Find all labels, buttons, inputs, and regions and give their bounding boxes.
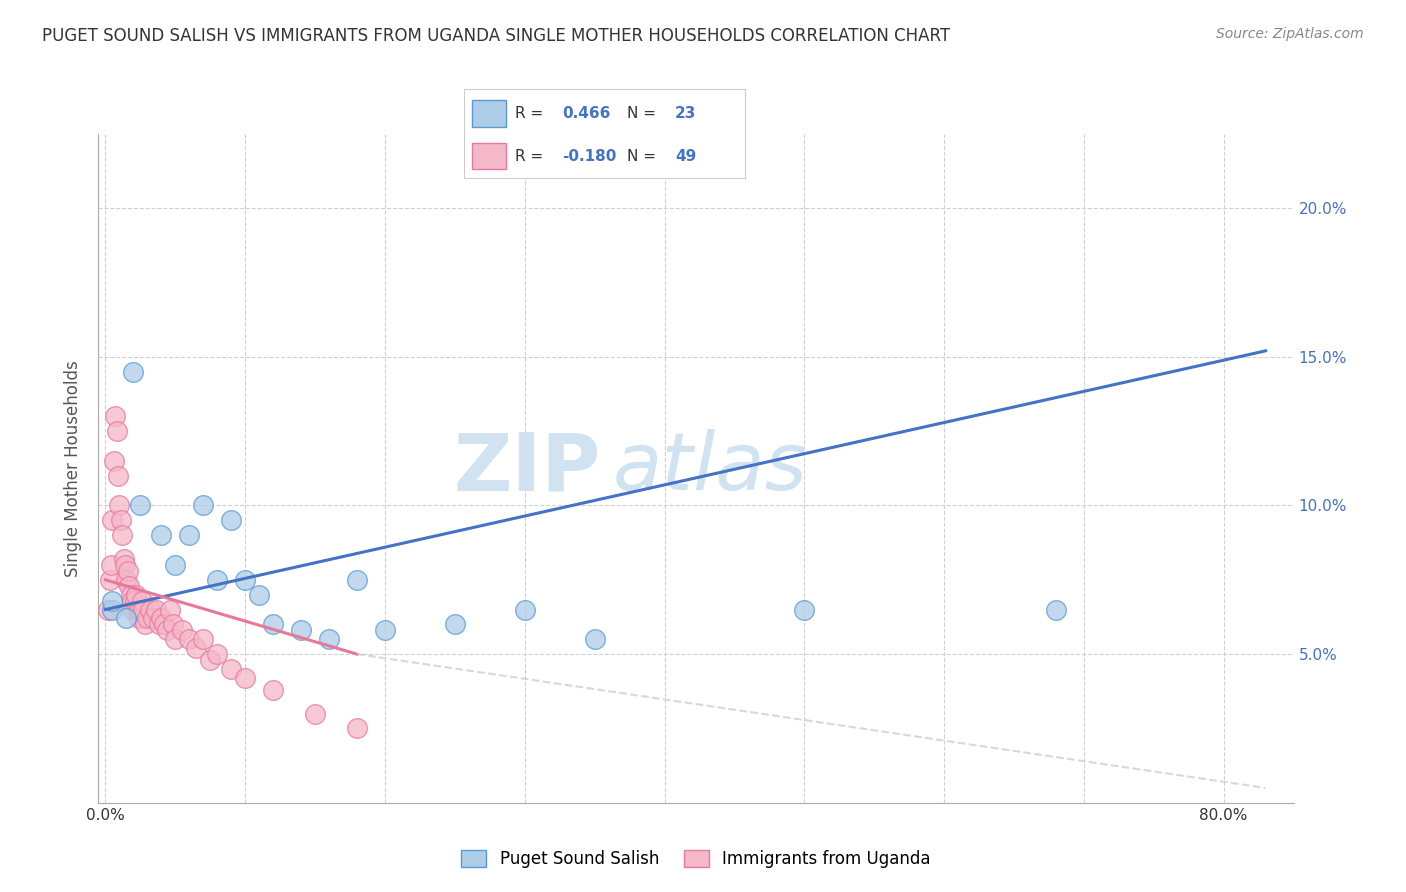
- Text: Source: ZipAtlas.com: Source: ZipAtlas.com: [1216, 27, 1364, 41]
- Point: [103, 454, 125, 468]
- Text: R =: R =: [515, 106, 548, 120]
- Point: [128, 611, 150, 625]
- Point: [156, 624, 179, 638]
- Point: [193, 632, 215, 647]
- Point: [150, 528, 173, 542]
- Text: ZIP: ZIP: [453, 429, 600, 508]
- Text: atlas: atlas: [613, 429, 807, 508]
- Point: [97, 602, 120, 616]
- Point: [132, 602, 155, 616]
- Text: R =: R =: [515, 149, 548, 163]
- Point: [125, 588, 148, 602]
- Point: [374, 624, 396, 638]
- Point: [444, 617, 467, 632]
- Point: [262, 682, 284, 697]
- Point: [145, 602, 167, 616]
- Point: [583, 632, 606, 647]
- Point: [172, 624, 194, 638]
- Point: [136, 611, 159, 625]
- Point: [129, 499, 152, 513]
- Text: PUGET SOUND SALISH VS IMMIGRANTS FROM UGANDA SINGLE MOTHER HOUSEHOLDS CORRELATIO: PUGET SOUND SALISH VS IMMIGRANTS FROM UG…: [42, 27, 950, 45]
- Point: [105, 424, 128, 438]
- Point: [108, 499, 131, 513]
- Point: [346, 573, 368, 587]
- Point: [186, 641, 208, 656]
- Point: [219, 662, 242, 676]
- Text: N =: N =: [627, 149, 661, 163]
- Point: [207, 647, 229, 661]
- Point: [219, 513, 242, 527]
- Point: [107, 468, 129, 483]
- Point: [112, 552, 135, 566]
- Point: [134, 617, 156, 632]
- Point: [142, 611, 165, 625]
- Point: [101, 593, 124, 607]
- Point: [1045, 602, 1067, 616]
- Point: [139, 602, 162, 616]
- Point: [207, 573, 229, 587]
- Text: N =: N =: [627, 106, 661, 120]
- FancyBboxPatch shape: [472, 100, 506, 127]
- Y-axis label: Single Mother Households: Single Mother Households: [65, 360, 83, 576]
- Point: [120, 588, 142, 602]
- Point: [121, 593, 143, 607]
- Text: -0.180: -0.180: [562, 149, 617, 163]
- Text: 49: 49: [675, 149, 696, 163]
- Point: [104, 409, 127, 424]
- Point: [117, 564, 139, 578]
- Point: [148, 617, 170, 632]
- Point: [513, 602, 536, 616]
- Point: [115, 573, 138, 587]
- Point: [193, 499, 215, 513]
- Point: [159, 602, 181, 616]
- Point: [110, 513, 132, 527]
- Legend: Puget Sound Salish, Immigrants from Uganda: Puget Sound Salish, Immigrants from Ugan…: [454, 843, 938, 875]
- Point: [165, 558, 187, 572]
- Point: [100, 558, 122, 572]
- Point: [115, 611, 138, 625]
- FancyBboxPatch shape: [472, 143, 506, 169]
- Point: [131, 593, 153, 607]
- Point: [165, 632, 187, 647]
- Point: [129, 602, 152, 616]
- Point: [114, 558, 136, 572]
- Point: [111, 528, 134, 542]
- Point: [318, 632, 340, 647]
- Point: [118, 579, 141, 593]
- Point: [290, 624, 312, 638]
- Point: [304, 706, 326, 721]
- Point: [247, 588, 270, 602]
- Point: [162, 617, 184, 632]
- Point: [346, 722, 368, 736]
- Point: [122, 365, 145, 379]
- Point: [200, 653, 222, 667]
- Point: [101, 513, 124, 527]
- Point: [153, 617, 176, 632]
- Point: [233, 573, 256, 587]
- Point: [179, 528, 201, 542]
- Point: [124, 593, 146, 607]
- Point: [793, 602, 815, 616]
- Point: [233, 671, 256, 685]
- Point: [122, 602, 145, 616]
- Point: [98, 573, 121, 587]
- Point: [127, 602, 149, 616]
- Text: 23: 23: [675, 106, 696, 120]
- Point: [179, 632, 201, 647]
- Text: 0.466: 0.466: [562, 106, 610, 120]
- Point: [101, 602, 124, 616]
- Point: [262, 617, 284, 632]
- Point: [150, 611, 173, 625]
